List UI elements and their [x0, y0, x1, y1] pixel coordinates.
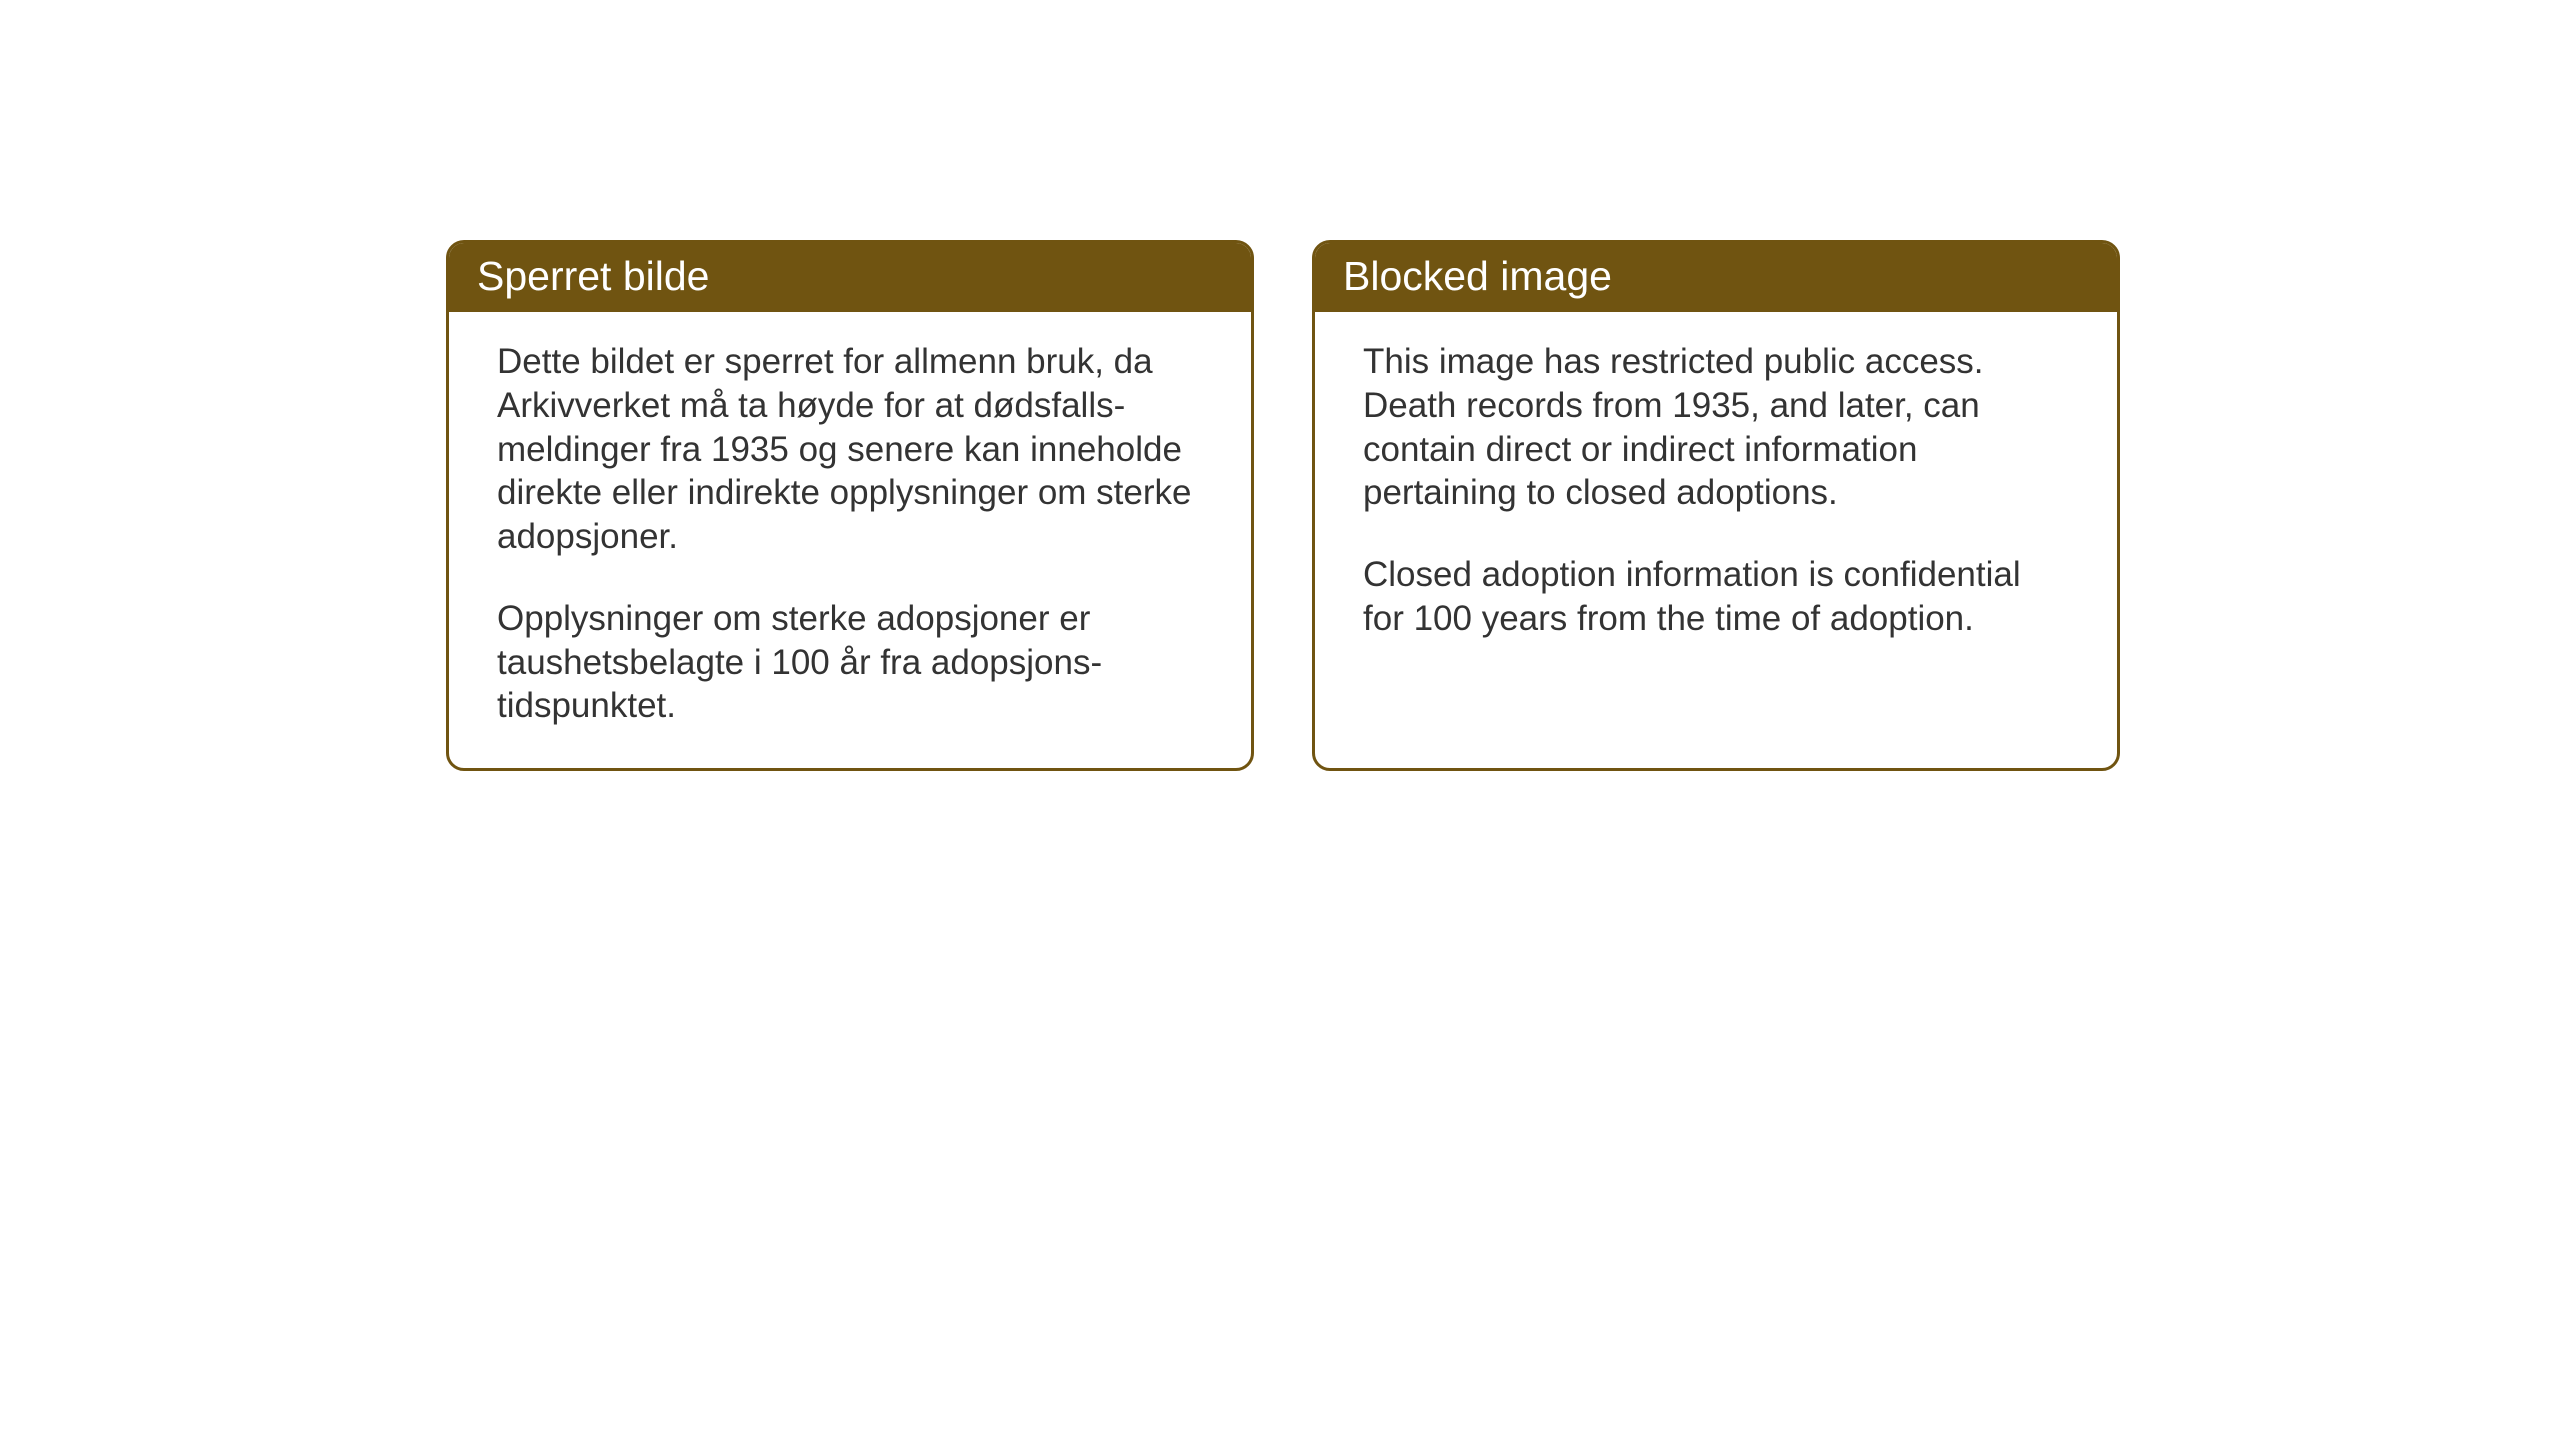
paragraph-2-norwegian: Opplysninger om sterke adopsjoner er tau… [497, 597, 1203, 728]
card-header-norwegian: Sperret bilde [449, 243, 1251, 312]
paragraph-2-english: Closed adoption information is confident… [1363, 553, 2069, 641]
card-body-norwegian: Dette bildet er sperret for allmenn bruk… [449, 312, 1251, 768]
notice-container: Sperret bilde Dette bildet er sperret fo… [446, 240, 2120, 771]
card-title-norwegian: Sperret bilde [477, 253, 709, 299]
card-header-english: Blocked image [1315, 243, 2117, 312]
notice-card-norwegian: Sperret bilde Dette bildet er sperret fo… [446, 240, 1254, 771]
notice-card-english: Blocked image This image has restricted … [1312, 240, 2120, 771]
card-body-english: This image has restricted public access.… [1315, 312, 2117, 681]
paragraph-1-norwegian: Dette bildet er sperret for allmenn bruk… [497, 340, 1203, 559]
paragraph-1-english: This image has restricted public access.… [1363, 340, 2069, 515]
card-title-english: Blocked image [1343, 253, 1612, 299]
